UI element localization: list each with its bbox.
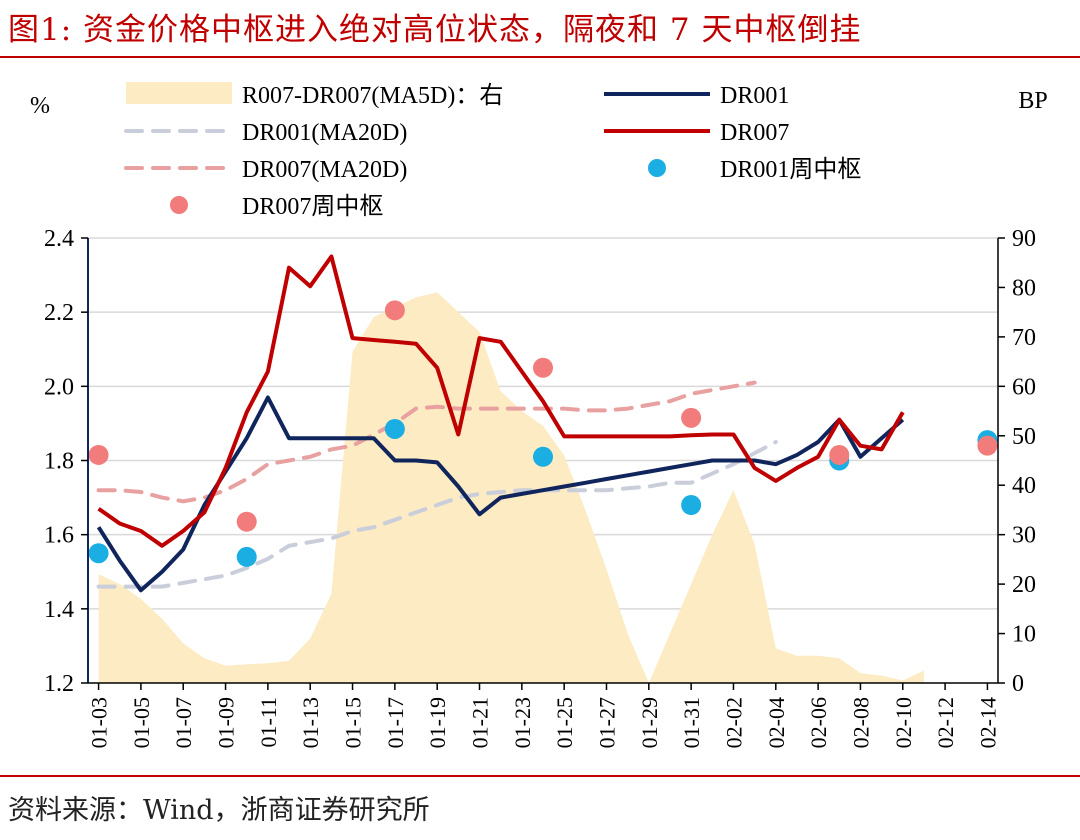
x-axis-tick-label: 01-05 [129, 697, 154, 748]
footer-divider [0, 775, 1080, 777]
dr007-weekly-pivot-point [236, 511, 257, 532]
series-line-dr007 [97, 254, 905, 548]
right-axis-tick-label: 10 [1012, 622, 1036, 648]
legend-item: DR007周中枢 [170, 193, 383, 220]
right-axis-tick-label: 0 [1012, 671, 1024, 697]
right-axis-tick-label: 70 [1012, 325, 1036, 351]
dr001-weekly-pivot-point [384, 418, 405, 439]
x-axis-tick-label: 01-31 [679, 697, 704, 748]
x-axis-tick-label: 01-23 [510, 697, 535, 748]
left-axis-tick-label: 2.2 [44, 300, 74, 326]
legend-item: DR007 [604, 120, 789, 146]
title-divider [0, 56, 1080, 58]
x-axis-tick-label: 02-10 [891, 697, 916, 748]
x-axis-tick-label: 01-11 [256, 697, 281, 748]
x-axis-tick-label: 01-25 [552, 697, 577, 748]
x-axis-tick-label: 01-27 [594, 697, 619, 748]
left-axis-tick-label: 1.4 [44, 597, 74, 623]
series-line-dr001 [96, 395, 905, 593]
x-axis-tick-label: 02-04 [764, 697, 789, 748]
dr001-weekly-pivot-point [88, 543, 109, 564]
legend-swatch [126, 82, 232, 104]
right-axis-tick-label: 90 [1012, 226, 1036, 252]
x-axis-tick-label: 02-02 [721, 697, 746, 748]
legend-item: DR001(MA20D) [124, 120, 407, 146]
legend-item: DR007(MA20D) [124, 157, 407, 183]
x-axis-tick-label: 01-17 [383, 697, 408, 748]
dr001-weekly-pivot-point [681, 495, 702, 515]
legend-item: DR001 [604, 83, 789, 109]
x-axis-tick-label: 02-12 [933, 697, 958, 748]
legend-item: R007-DR007(MA5D)：右 [126, 82, 503, 109]
x-axis-tick-label: 02-08 [848, 697, 873, 748]
series-area-r007-dr007-spread [98, 292, 924, 683]
x-axis-tick-label: 01-07 [171, 697, 196, 748]
dr007-weekly-pivot-point [533, 357, 553, 378]
legend-swatch [170, 196, 188, 214]
left-axis-tick-label: 1.2 [44, 671, 74, 697]
right-axis-tick-label: 50 [1012, 424, 1036, 450]
dr001-weekly-pivot-point [236, 546, 257, 567]
dr007-weekly-pivot-point [88, 444, 109, 465]
left-axis-tick-label: 2.4 [44, 226, 74, 252]
x-axis-tick-label: 01-21 [468, 697, 493, 748]
legend-swatch [648, 159, 666, 177]
chart-title: 图1: 资金价格中枢进入绝对高位状态，隔夜和 7 天中枢倒挂 [8, 12, 862, 48]
right-axis-tick-label: 60 [1012, 374, 1036, 400]
x-axis-tick-label: 01-13 [298, 697, 323, 748]
series-line-dr001-ma20d [96, 440, 778, 589]
right-axis-tick-label: 40 [1012, 473, 1036, 499]
x-axis-tick-label: 02-06 [806, 697, 831, 748]
x-axis-tick-label: 01-15 [341, 697, 366, 748]
source-note: 资料来源：Wind，浙商证券研究所 [8, 795, 430, 826]
chart: 1.2 1.4 1.6 1.8 2.0 2.2 2.4 0 10 20 30 40 50 60 70 80 90… [30, 82, 1048, 748]
legend-label: DR001(MA20D) [242, 120, 407, 146]
legend-label: DR007 [720, 120, 789, 146]
left-axis-unit: % [30, 93, 50, 119]
right-axis-tick-label: 30 [1012, 523, 1036, 549]
dr007-weekly-pivot-point [829, 444, 850, 465]
left-axis-tick-label: 1.6 [44, 523, 74, 549]
legend-label: DR001周中枢 [720, 156, 861, 183]
right-axis-tick-label: 80 [1012, 275, 1036, 301]
dr001-weekly-pivot-point [533, 446, 553, 467]
dr007-weekly-pivot-point [977, 435, 998, 456]
x-axis-tick-label: 02-14 [975, 697, 1000, 748]
left-axis-tick-label: 1.8 [44, 449, 74, 475]
legend-label: DR007周中枢 [242, 193, 383, 220]
right-axis-tick-label: 20 [1012, 572, 1036, 598]
legend-item: DR001周中枢 [648, 156, 861, 183]
right-axis-unit: BP [1018, 88, 1047, 114]
x-axis-tick-label: 01-19 [425, 697, 450, 748]
left-axis-tick-label: 2.0 [44, 374, 74, 400]
legend-label: DR001 [720, 83, 789, 109]
x-axis-tick-label: 01-03 [87, 697, 112, 748]
x-axis-tick-label: 01-29 [637, 697, 662, 748]
dr007-weekly-pivot-point [384, 300, 405, 321]
legend-label: R007-DR007(MA5D)：右 [242, 82, 503, 109]
x-axis-tick-label: 01-09 [214, 697, 239, 748]
legend-label: DR007(MA20D) [242, 157, 407, 183]
dr007-weekly-pivot-point [681, 407, 702, 428]
